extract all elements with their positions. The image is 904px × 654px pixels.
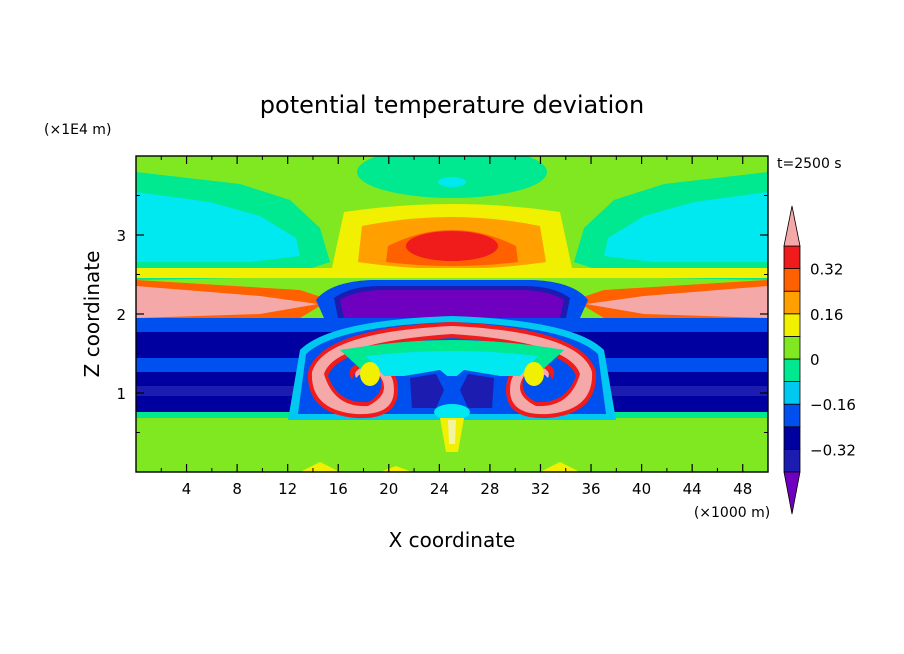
x-axis: 4 8 12 16 20 24 28 32 36 40 44 48 [160,156,752,498]
colorbar-segment [783,335,801,360]
x-tick-label: 28 [480,480,499,498]
center-right-darkblue [460,374,494,408]
x-tick-label: 24 [430,480,449,498]
bottom-jet-core [448,420,456,444]
y-tick-label: 1 [116,385,126,403]
colorbar-segment [783,290,801,315]
x-tick-label: 48 [733,480,752,498]
top-cyan-dot [438,177,466,187]
colorbar-segment [783,245,801,270]
bubble-interior-cyan [366,351,538,376]
left-pink-wedge [136,286,318,318]
time-label: t=2500 s [777,156,842,172]
x-tick-label: 4 [182,480,192,498]
left-vortex-yellow [360,362,380,386]
x-tick-label: 12 [278,480,297,498]
right-upper-cyan-lobe [604,192,768,262]
x-tick-label: 40 [632,480,651,498]
left-upper-cyan-lobe [136,192,300,262]
y-tick-label: 3 [116,227,126,245]
x-tick-label: 44 [683,480,702,498]
x-tick-label: 36 [581,480,600,498]
left-right-yellow-strip [136,268,768,278]
center-cyan-bottom [434,404,470,420]
bottom-yellow-ripples [300,462,580,472]
right-pink-wedge [586,286,768,318]
colorbar-label: −0.32 [810,441,856,459]
purple-band-core [340,290,564,318]
upper-warm-core [406,231,498,261]
chart-title: potential temperature deviation [260,91,644,119]
y-axis: 1 2 3 [116,195,768,433]
colorbar-segment [783,358,801,383]
top-green-cap [357,156,547,198]
colorbar-label: −0.16 [810,396,856,414]
x-axis-title: X coordinate [389,528,516,552]
colorbar-label: 0 [810,351,820,369]
contour-field [136,156,768,472]
colorbar-segment [783,403,801,428]
y-axis-title: Z coordinate [80,251,104,378]
x-tick-label: 20 [379,480,398,498]
x-tick-label: 16 [329,480,348,498]
x-tick-label: 32 [531,480,550,498]
colorbar: 0.32 0.16 0 −0.16 −0.32 [783,205,856,515]
colorbar-label: 0.32 [810,261,843,279]
colorbar-label: 0.16 [810,306,843,324]
colorbar-segment [783,448,801,473]
colorbar-segment [783,268,801,292]
colorbar-top-arrow [783,205,801,247]
y-tick-label: 2 [116,306,126,324]
colorbar-segment [783,381,801,405]
colorbar-bottom-arrow [783,471,801,515]
x-unit-label: (×1000 m) [694,505,770,521]
colorbar-segment [783,313,801,337]
right-vortex-yellow [524,362,544,386]
colorbar-segment [783,426,801,450]
center-left-darkblue [410,374,444,408]
y-unit-label: (×1E4 m) [44,122,111,138]
x-tick-label: 8 [232,480,242,498]
